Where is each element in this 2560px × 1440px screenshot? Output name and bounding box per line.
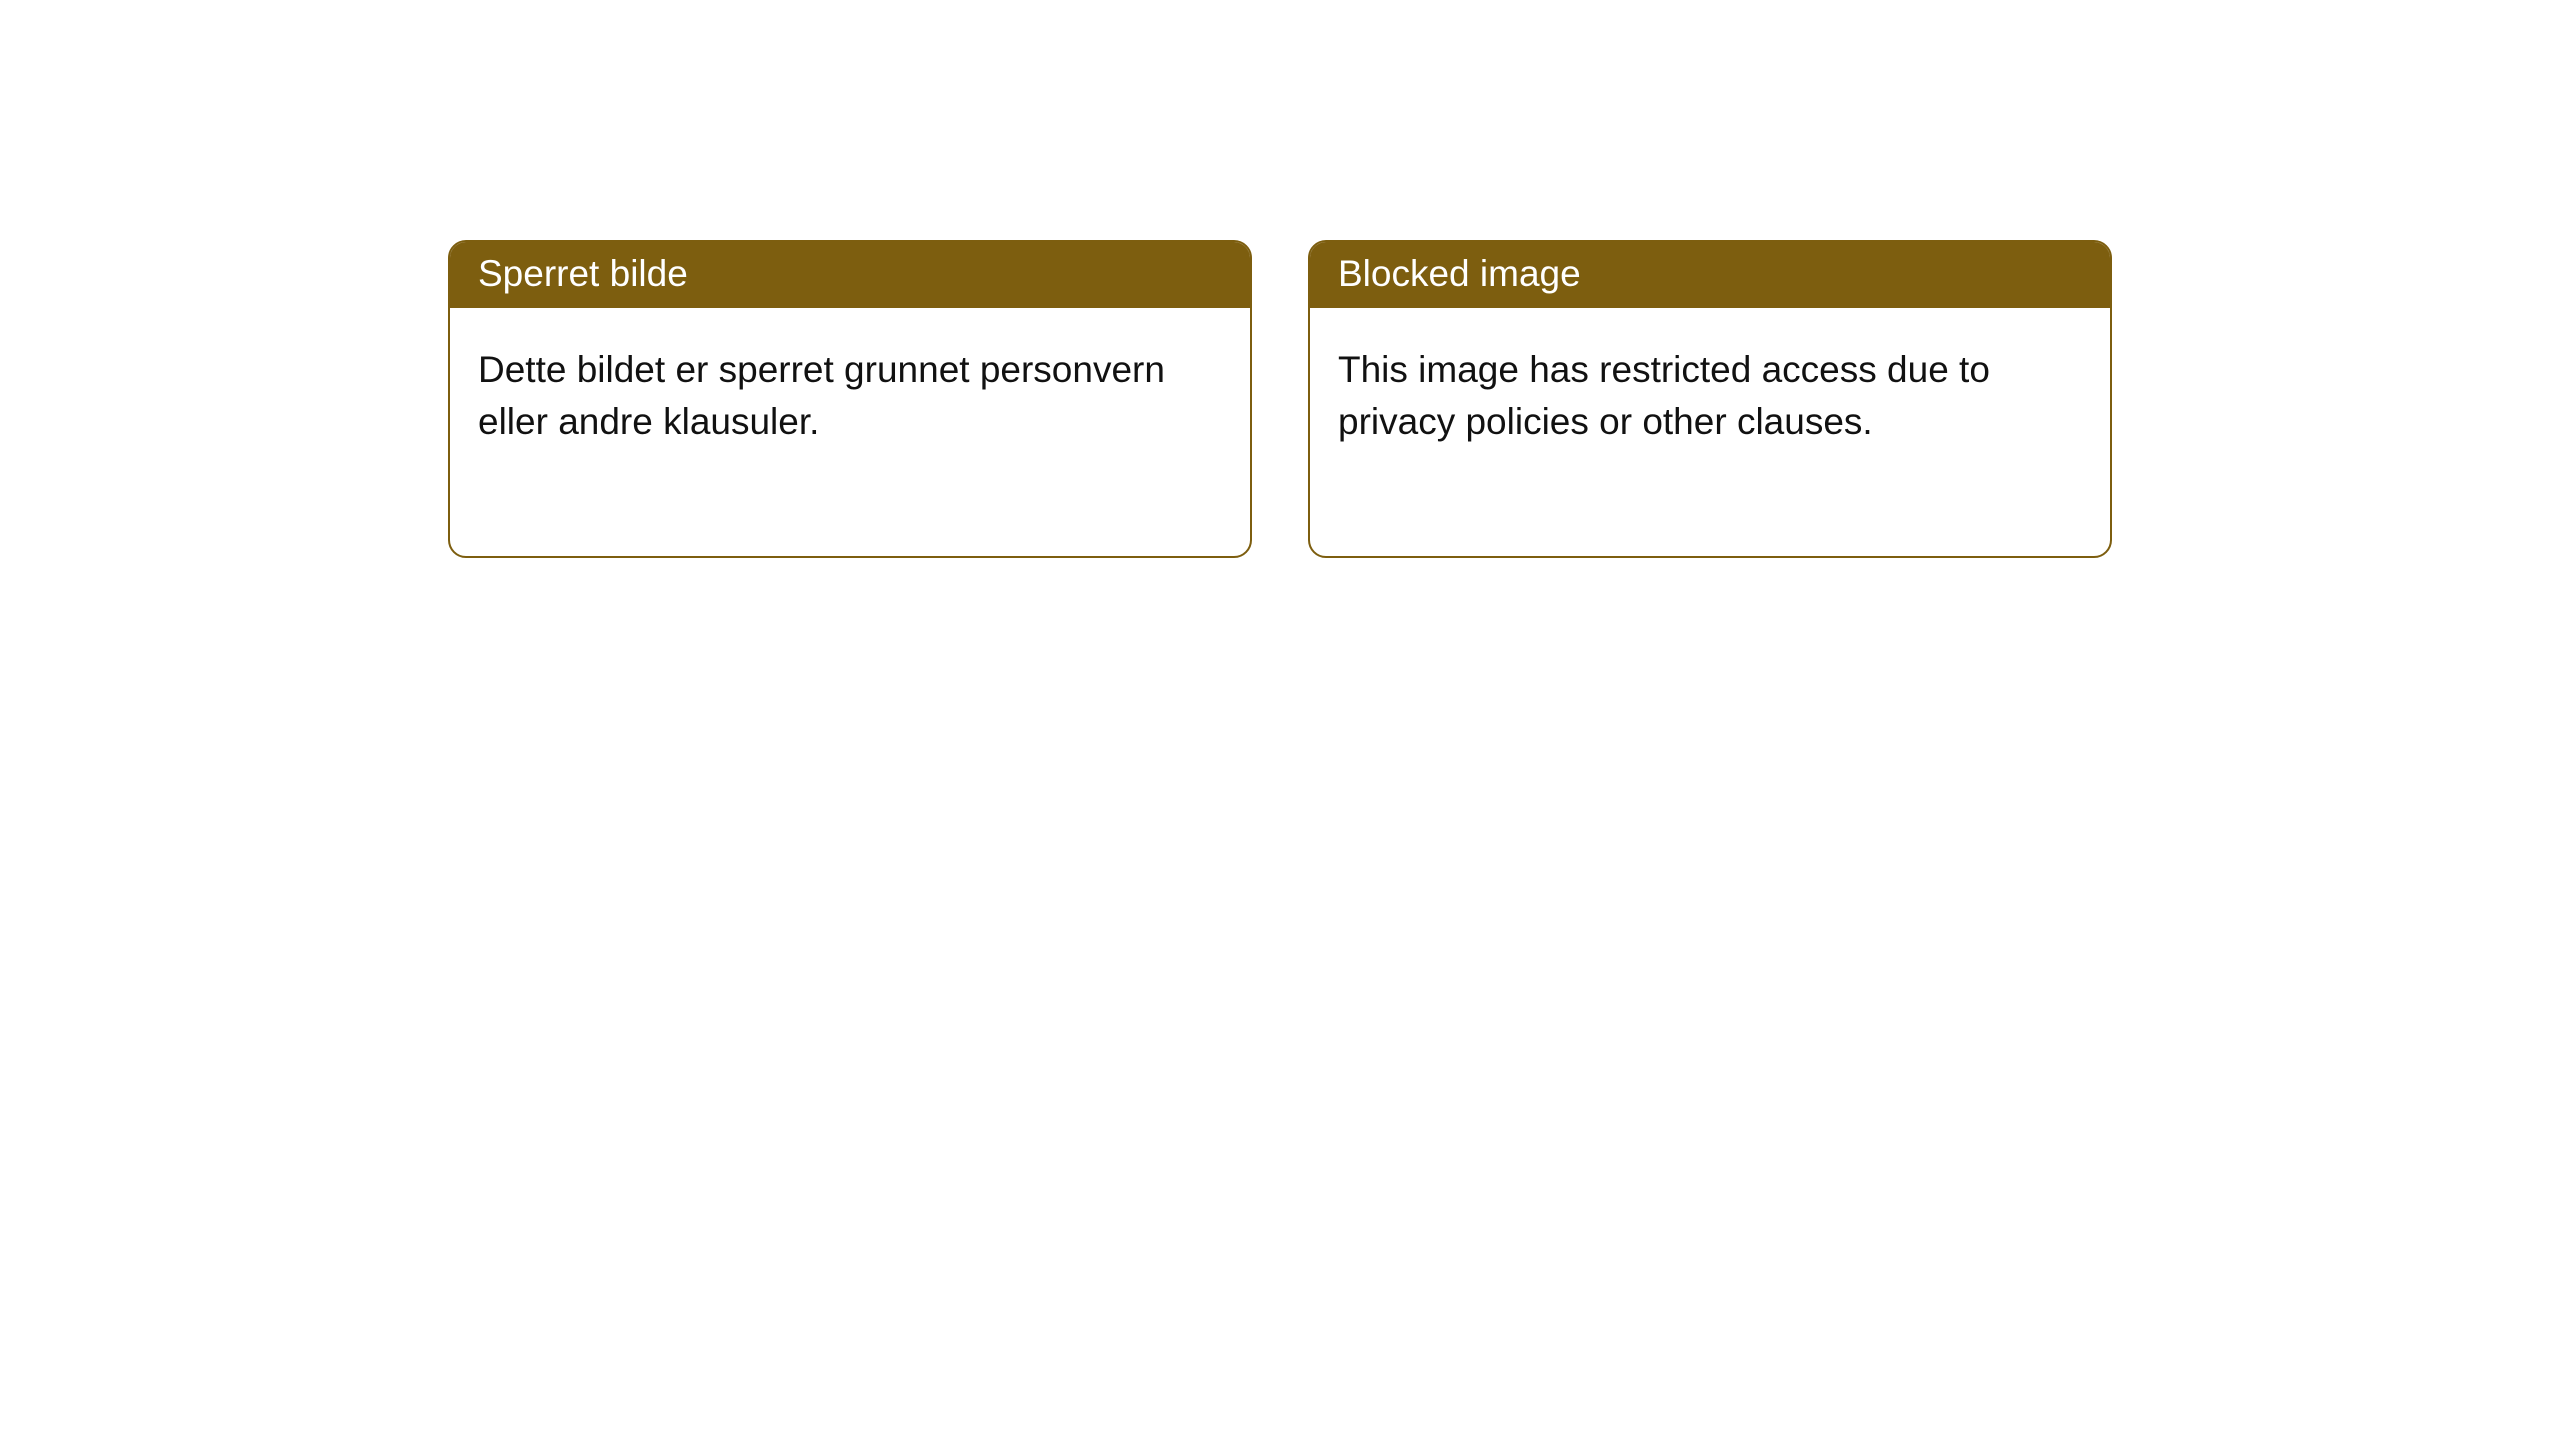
notice-title: Sperret bilde bbox=[450, 242, 1250, 308]
notice-box-english: Blocked image This image has restricted … bbox=[1308, 240, 2112, 558]
notice-body: This image has restricted access due to … bbox=[1310, 308, 2110, 556]
notice-title: Blocked image bbox=[1310, 242, 2110, 308]
notice-container: Sperret bilde Dette bildet er sperret gr… bbox=[0, 0, 2560, 558]
notice-box-norwegian: Sperret bilde Dette bildet er sperret gr… bbox=[448, 240, 1252, 558]
notice-body: Dette bildet er sperret grunnet personve… bbox=[450, 308, 1250, 556]
